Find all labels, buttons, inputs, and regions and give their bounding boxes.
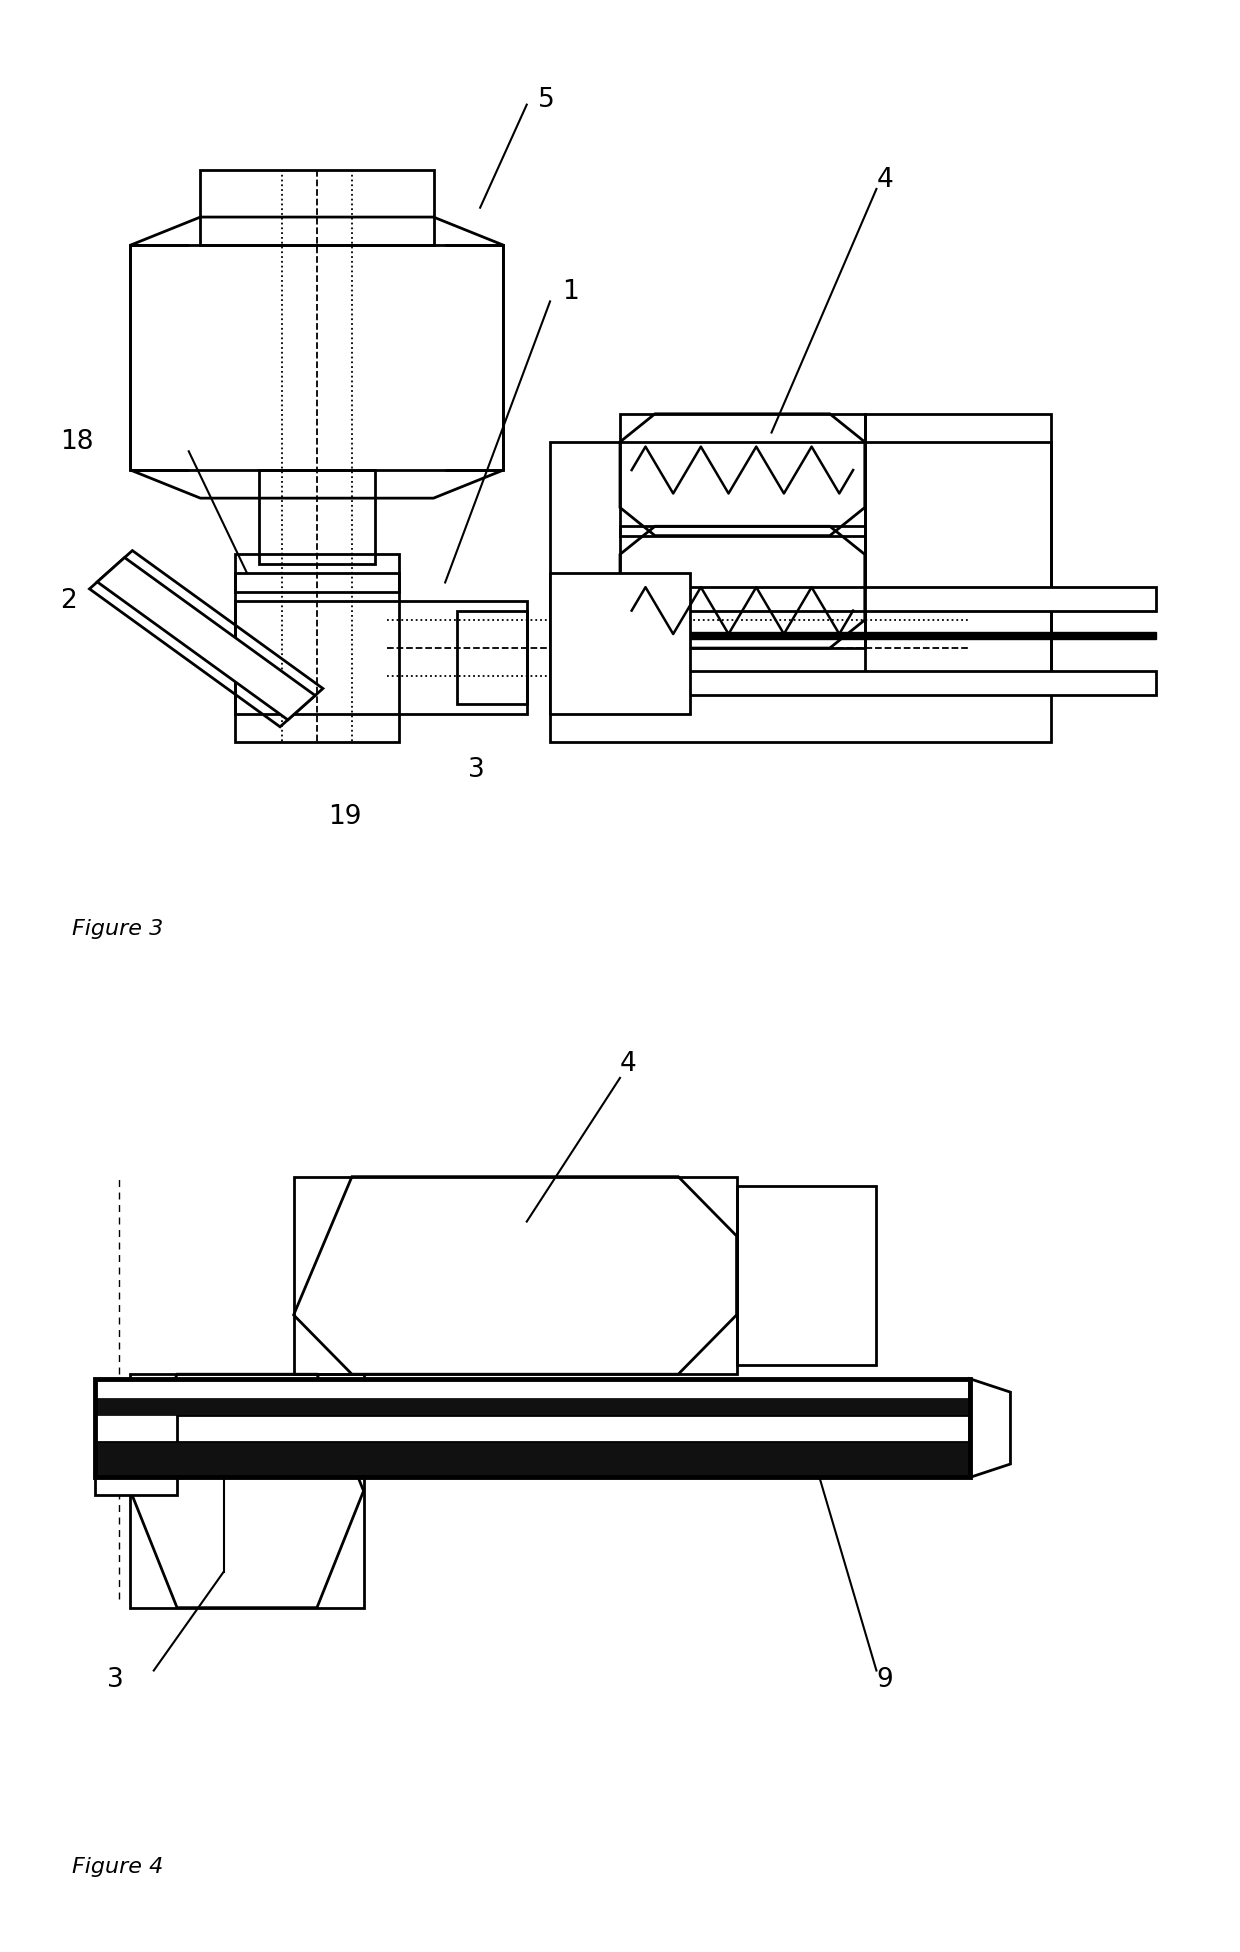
Text: 4: 4 xyxy=(877,166,893,193)
Bar xyxy=(236,574,398,742)
Polygon shape xyxy=(970,1378,1011,1478)
Bar xyxy=(95,1398,970,1415)
Bar xyxy=(864,414,1052,675)
Bar xyxy=(236,554,398,591)
Bar xyxy=(201,170,434,246)
Bar xyxy=(95,1378,970,1478)
Bar xyxy=(737,1185,877,1364)
Bar xyxy=(95,1415,970,1441)
Bar xyxy=(551,574,689,714)
Bar xyxy=(259,470,376,564)
Bar xyxy=(236,601,527,714)
Bar xyxy=(95,1441,970,1478)
Bar xyxy=(551,671,1156,695)
Bar xyxy=(130,1374,363,1608)
Text: 18: 18 xyxy=(61,429,94,455)
Bar xyxy=(456,611,527,705)
Text: Figure 3: Figure 3 xyxy=(72,919,164,939)
Text: Figure 4: Figure 4 xyxy=(72,1856,164,1878)
Polygon shape xyxy=(97,558,315,720)
Text: 3: 3 xyxy=(469,757,485,783)
Text: 19: 19 xyxy=(329,804,362,830)
Text: 3: 3 xyxy=(107,1667,124,1692)
Text: 1: 1 xyxy=(562,279,579,305)
Text: 5: 5 xyxy=(538,88,556,113)
Bar xyxy=(95,1405,177,1441)
Bar xyxy=(620,414,864,535)
Bar xyxy=(130,246,503,470)
Text: 4: 4 xyxy=(620,1052,637,1078)
Bar xyxy=(294,1177,737,1374)
Bar xyxy=(620,527,864,648)
Bar xyxy=(95,1378,970,1415)
Text: 2: 2 xyxy=(61,588,77,615)
Bar xyxy=(551,588,1156,611)
Bar xyxy=(551,632,1156,638)
Bar xyxy=(95,1460,177,1495)
Text: 9: 9 xyxy=(877,1667,893,1692)
Bar xyxy=(551,441,1052,742)
